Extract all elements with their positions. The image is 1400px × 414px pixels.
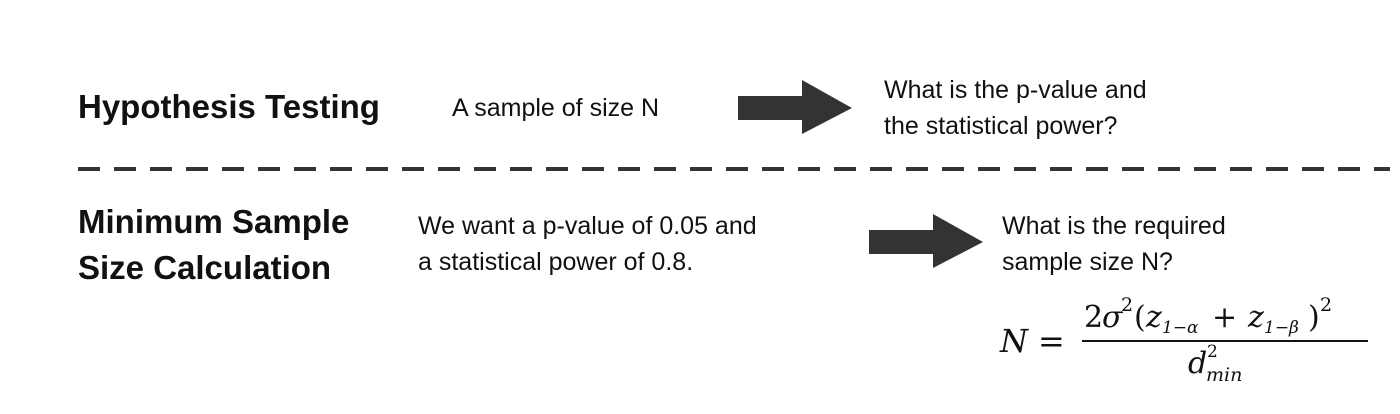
sample-size-heading-line1: Minimum Sample	[78, 203, 350, 240]
formula-z-alpha-subscript: 1−α	[1162, 318, 1199, 338]
formula-lhs: N	[1000, 322, 1028, 360]
formula-d: d	[1188, 346, 1208, 381]
dashed-divider	[78, 167, 1390, 171]
formula-d-superscript: 2	[1207, 342, 1218, 362]
formula-close-paren: )	[1308, 300, 1320, 335]
hypothesis-testing-output-line2: the statistical power?	[884, 112, 1118, 140]
formula-outer-exponent: 2	[1320, 294, 1333, 316]
formula-sigma-exponent: 2	[1121, 294, 1134, 316]
hypothesis-testing-input: A sample of size N	[452, 94, 660, 122]
sample-size-input-line1: We want a p-value of 0.05 and	[418, 212, 757, 240]
formula-open-paren: (	[1134, 300, 1146, 335]
hypothesis-testing-heading: Hypothesis Testing	[78, 88, 380, 125]
hypothesis-testing-output-line1: What is the p-value and	[884, 76, 1147, 104]
formula-equals: =	[1038, 322, 1065, 360]
formula-z-beta: z	[1248, 300, 1264, 335]
sample-size-heading-line2: Size Calculation	[78, 249, 332, 286]
formula-coefficient: 2	[1084, 300, 1104, 335]
sample-size-input-line2: a statistical power of 0.8.	[418, 248, 694, 276]
right-arrow-icon	[869, 214, 983, 268]
sample-size-output-line1: What is the required	[1002, 212, 1226, 240]
formula-z-alpha: z	[1146, 300, 1162, 335]
formula-d-subscript: min	[1206, 364, 1243, 386]
formula-sigma: σ	[1102, 300, 1123, 335]
right-arrow-icon	[738, 80, 852, 134]
formula-plus: +	[1212, 300, 1238, 335]
formula-z-beta-subscript: 1−β	[1264, 318, 1299, 338]
sample-size-output-line2: sample size N?	[1002, 248, 1173, 276]
formula-fraction-bar	[1082, 340, 1368, 342]
sample-size-formula: N = 2 σ 2 ( z 1−α + z 1−β ) 2 d 2 min	[1000, 294, 1380, 394]
